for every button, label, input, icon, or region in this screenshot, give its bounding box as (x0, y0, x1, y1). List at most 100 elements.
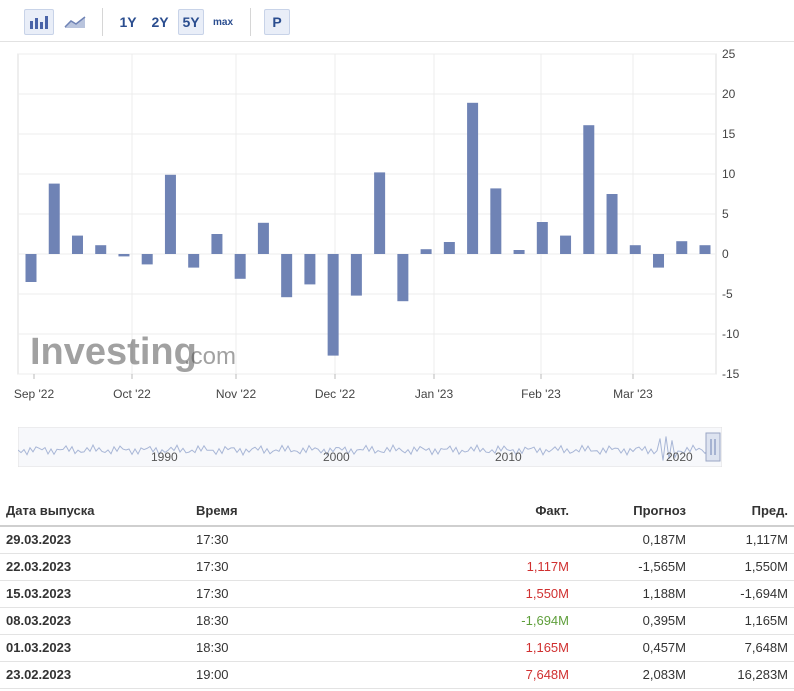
bar[interactable] (257, 222, 269, 254)
bar[interactable] (234, 254, 246, 279)
bar[interactable] (327, 254, 339, 356)
cell-previous: 1,550M (692, 553, 794, 581)
cell-time: 18:30 (190, 634, 450, 662)
cell-actual (450, 526, 575, 554)
navigator[interactable]: 1990 2000 2010 2020 (17, 426, 723, 468)
x-tick-label: Sep '22 (14, 387, 55, 401)
x-tick-label: Dec '22 (315, 387, 356, 401)
x-tick-label: Jan '23 (415, 387, 454, 401)
cell-forecast: 0,395M (575, 607, 692, 635)
header-date: Дата выпуска (0, 496, 190, 527)
bar[interactable] (188, 254, 200, 268)
x-tick-label: Mar '23 (613, 387, 653, 401)
cell-date: 22.03.2023 (0, 553, 190, 581)
history-table: Дата выпуска Время Факт. Прогноз Пред. 2… (0, 496, 794, 689)
cell-date: 29.03.2023 (0, 526, 190, 554)
bar[interactable] (71, 235, 83, 254)
bar[interactable] (164, 174, 176, 254)
bar[interactable] (467, 102, 479, 254)
table-row: 22.03.2023 17:30 1,117M -1,565M 1,550M (0, 553, 794, 581)
y-tick-label: -15 (722, 367, 740, 381)
watermark-brand: Investing (30, 331, 197, 373)
x-tick-label: Feb '23 (521, 387, 561, 401)
bar[interactable] (606, 194, 618, 254)
table-row: 23.02.2023 19:00 7,648M 2,083M 16,283M (0, 661, 794, 689)
bar[interactable] (95, 245, 107, 254)
bar[interactable] (420, 249, 432, 254)
cell-previous: 1,117M (692, 526, 794, 554)
bar-chart-icon[interactable] (24, 9, 54, 35)
cell-forecast: 0,187M (575, 526, 692, 554)
table-row: 29.03.2023 17:30 0,187M 1,117M (0, 526, 794, 554)
cell-date: 01.03.2023 (0, 634, 190, 662)
x-tick-label: Oct '22 (113, 387, 151, 401)
y-tick-label: 20 (722, 87, 736, 101)
cell-time: 17:30 (190, 580, 450, 608)
navigator-label-2000: 2000 (323, 450, 350, 464)
header-forecast: Прогноз (575, 496, 692, 527)
bars (25, 102, 711, 356)
y-tick-label: 10 (722, 167, 736, 181)
table-header-row: Дата выпуска Время Факт. Прогноз Пред. (0, 496, 794, 527)
bar[interactable] (304, 254, 316, 285)
y-axis: 25 20 15 10 5 0 -5 -10 -15 (722, 47, 740, 381)
range-2y-button[interactable]: 2Y (151, 14, 169, 30)
bar[interactable] (141, 254, 153, 265)
cell-previous: 1,165M (692, 607, 794, 635)
range-max-button[interactable]: max (212, 16, 233, 28)
cell-previous: 16,283M (692, 661, 794, 689)
header-previous: Пред. (692, 496, 794, 527)
bar[interactable] (48, 183, 60, 254)
cell-time: 18:30 (190, 607, 450, 635)
y-tick-label: 5 (722, 207, 729, 221)
navigator-handle[interactable] (705, 432, 721, 462)
cell-actual: -1,694M (450, 607, 575, 635)
bar[interactable] (443, 242, 455, 254)
cell-date: 15.03.2023 (0, 580, 190, 608)
bar[interactable] (536, 222, 548, 254)
bar[interactable] (281, 254, 293, 298)
chart-toolbar: 1Y 2Y 5Y max P (0, 0, 794, 42)
cell-time: 17:30 (190, 553, 450, 581)
table-row: 01.03.2023 18:30 1,165M 0,457M 7,648M (0, 634, 794, 662)
bar-chart: 25 20 15 10 5 0 -5 -10 -15 Sep '22 Oct '22 Nov '22… (14, 47, 740, 401)
chart-area: 25 20 15 10 5 0 -5 -10 -15 Sep '22 Oct '22 Nov '22… (0, 42, 794, 472)
bar[interactable] (374, 172, 386, 254)
bar[interactable] (350, 254, 362, 296)
bar[interactable] (513, 250, 525, 254)
cell-forecast: 1,188M (575, 580, 692, 608)
bar[interactable] (583, 125, 595, 254)
cell-previous: 7,648M (692, 634, 794, 662)
range-1y-button[interactable]: 1Y (119, 14, 137, 30)
cell-actual: 1,165M (450, 634, 575, 662)
cell-time: 19:00 (190, 661, 450, 689)
header-actual: Факт. (450, 496, 575, 527)
header-time: Время (190, 496, 450, 527)
table-row: 15.03.2023 17:30 1,550M 1,188M -1,694M (0, 580, 794, 608)
toolbar-separator (102, 8, 103, 36)
bar[interactable] (118, 254, 130, 257)
bar[interactable] (699, 245, 711, 254)
area-chart-icon[interactable] (60, 9, 90, 35)
y-tick-label: 25 (722, 47, 736, 61)
bar[interactable] (560, 235, 572, 254)
bar[interactable] (211, 234, 223, 254)
bar[interactable] (653, 254, 665, 268)
bar[interactable] (25, 254, 37, 282)
table-row: 08.03.2023 18:30 -1,694M 0,395M 1,165M (0, 607, 794, 635)
cell-date: 23.02.2023 (0, 661, 190, 689)
toolbar-separator (250, 8, 251, 36)
navigator-label-2020: 2020 (666, 450, 693, 464)
bar[interactable] (629, 245, 641, 254)
cell-forecast: 2,083M (575, 661, 692, 689)
cell-time: 17:30 (190, 526, 450, 554)
x-axis: Sep '22 Oct '22 Nov '22 Dec '22 Jan '23 Feb '… (14, 374, 653, 401)
bar[interactable] (490, 188, 502, 254)
navigator-label-2010: 2010 (495, 450, 522, 464)
bar[interactable] (676, 241, 688, 254)
bar[interactable] (397, 254, 409, 302)
cell-actual: 1,550M (450, 580, 575, 608)
range-5y-button[interactable]: 5Y (178, 9, 204, 35)
p-button[interactable]: P (264, 9, 290, 35)
cell-actual: 1,117M (450, 553, 575, 581)
